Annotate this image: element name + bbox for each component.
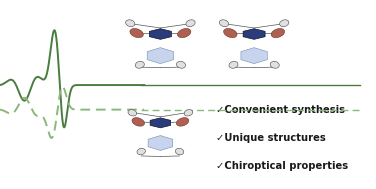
Ellipse shape (224, 29, 237, 38)
Ellipse shape (184, 110, 193, 116)
Text: ✓Unique structures: ✓Unique structures (216, 133, 326, 143)
Ellipse shape (219, 20, 229, 27)
Ellipse shape (186, 20, 195, 27)
Polygon shape (148, 136, 173, 150)
Ellipse shape (126, 20, 135, 27)
Polygon shape (243, 29, 265, 39)
Ellipse shape (128, 110, 136, 116)
Ellipse shape (135, 61, 144, 68)
Ellipse shape (229, 61, 238, 68)
Ellipse shape (280, 20, 289, 27)
Ellipse shape (132, 118, 144, 126)
Ellipse shape (270, 61, 279, 68)
Polygon shape (149, 29, 171, 39)
Polygon shape (241, 48, 267, 64)
Polygon shape (147, 48, 174, 64)
Ellipse shape (271, 29, 285, 38)
Ellipse shape (176, 118, 189, 126)
Ellipse shape (177, 29, 191, 38)
Polygon shape (150, 118, 171, 128)
Text: ✓Chiroptical properties: ✓Chiroptical properties (216, 161, 349, 171)
Ellipse shape (130, 29, 143, 38)
Ellipse shape (137, 148, 146, 155)
Ellipse shape (175, 148, 184, 155)
Text: ✓Convenient synthesis: ✓Convenient synthesis (216, 105, 345, 115)
Ellipse shape (176, 61, 185, 68)
